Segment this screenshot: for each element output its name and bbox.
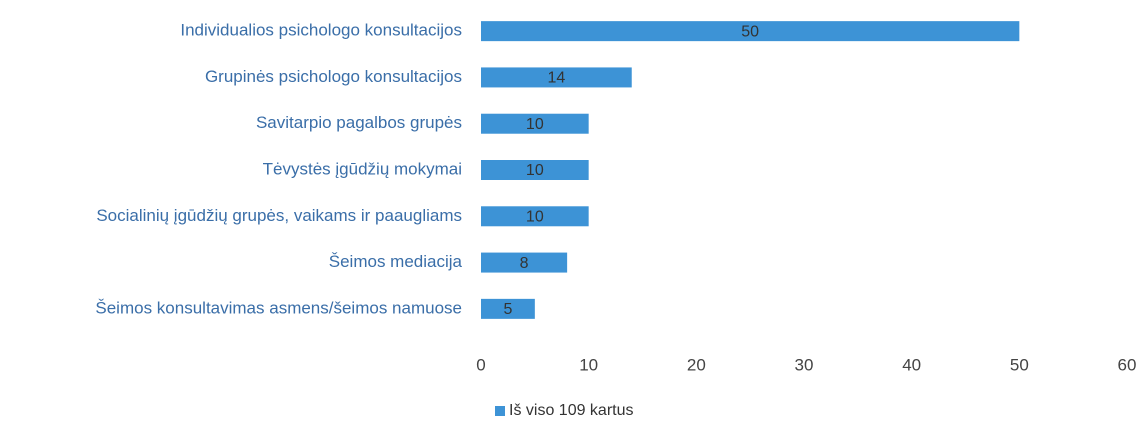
legend-label: Iš viso 109 kartus [509, 402, 634, 419]
data-label: 14 [547, 70, 565, 87]
data-label: 5 [503, 301, 512, 318]
data-label: 8 [520, 255, 529, 272]
y-tick-label: Tėvystės įgūdžių mokymai [263, 159, 462, 178]
y-tick-label: Socialinių įgūdžių grupės, vaikams ir pa… [96, 206, 462, 225]
bar [481, 160, 589, 180]
y-tick-label: Šeimos konsultavimas asmens/šeimos namuo… [95, 298, 462, 317]
y-tick-label: Šeimos mediacija [329, 252, 463, 271]
bar [481, 67, 632, 88]
y-tick-label: Individualios psichologo konsultacijos [180, 21, 462, 40]
data-label: 10 [526, 209, 544, 226]
bar [481, 252, 568, 273]
y-tick-label: Savitarpio pagalbos grupės [256, 113, 462, 132]
legend-swatch [495, 406, 505, 416]
bar [481, 113, 589, 134]
data-label: 50 [741, 23, 759, 40]
x-tick-label: 50 [1010, 355, 1029, 374]
x-tick-label: 10 [579, 355, 598, 374]
bar [481, 206, 589, 227]
x-tick-label: 20 [687, 355, 706, 374]
bar [481, 298, 535, 319]
x-tick-label: 60 [1118, 355, 1137, 374]
data-label: 10 [526, 116, 544, 133]
bar [481, 21, 1020, 42]
x-tick-label: 30 [795, 355, 814, 374]
data-label: 10 [526, 162, 544, 179]
x-tick-label: 40 [902, 355, 921, 374]
x-tick-label: 0 [476, 355, 485, 374]
y-tick-label: Grupinės psichologo konsultacijos [205, 67, 462, 86]
